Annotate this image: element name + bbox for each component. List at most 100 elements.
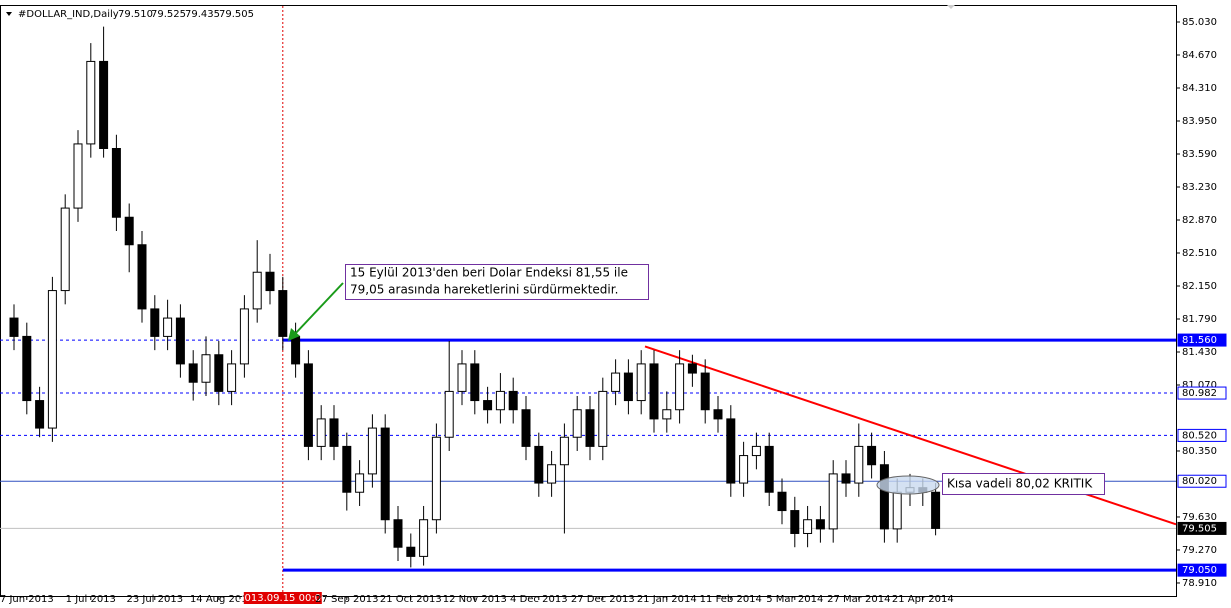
candle-body — [803, 519, 813, 534]
candle-body — [329, 418, 339, 447]
level-label-box — [1177, 428, 1227, 442]
candle-body — [214, 354, 224, 392]
x-tick-label: 21 Jan 2014 — [637, 594, 697, 605]
y-tick-label: 84.310 — [1182, 83, 1217, 94]
level-label-box — [1177, 474, 1227, 488]
candle-body — [188, 363, 198, 383]
y-tick-label: 82.870 — [1182, 215, 1217, 226]
candle-body — [175, 317, 185, 365]
candle-body — [431, 436, 441, 521]
candle-body — [47, 290, 57, 429]
level-label-box — [1177, 333, 1227, 347]
candle-body — [22, 335, 32, 402]
y-tick-label: 79.270 — [1182, 545, 1217, 556]
plot-frame — [0, 5, 1177, 597]
quote-high: 79.525 — [151, 9, 186, 20]
candle-body — [406, 546, 416, 557]
arrow-shaft — [293, 282, 344, 336]
candle-body — [726, 418, 736, 484]
y-tick-label: 82.510 — [1182, 248, 1217, 259]
x-tick-label: 5 Mar 2014 — [766, 594, 823, 605]
candle-body — [623, 372, 633, 402]
candle-body — [35, 400, 45, 429]
candle-body — [227, 363, 237, 392]
candle-body — [751, 445, 761, 457]
level-label-box — [1177, 521, 1227, 535]
candle-body — [9, 317, 19, 337]
y-tick-label: 81.430 — [1182, 347, 1217, 358]
candle-body — [841, 473, 851, 484]
candle-body — [99, 60, 109, 150]
crosshair-label-box — [243, 592, 322, 604]
candle-body — [393, 519, 403, 548]
arrow-head — [288, 328, 300, 341]
x-tick-label: 27 Sep 2013 — [315, 594, 378, 605]
x-tick-label: 23 Jul 2013 — [126, 594, 183, 605]
candle-body — [815, 519, 825, 530]
candle-body — [611, 372, 621, 392]
candle-body — [572, 409, 582, 438]
y-tick-label: 83.230 — [1182, 182, 1217, 193]
candle-body — [790, 510, 800, 534]
candle-body — [316, 418, 326, 447]
candle-body — [150, 308, 160, 337]
candle-body — [495, 390, 505, 411]
candle-body — [303, 363, 313, 447]
candle-body — [854, 445, 864, 484]
candle-body — [764, 445, 774, 493]
candle-body — [713, 409, 723, 420]
candle-body — [649, 363, 659, 420]
quote-low: 79.435 — [185, 9, 220, 20]
x-tick-label: 27 Dec 2013 — [571, 594, 635, 605]
candle-body — [342, 445, 352, 493]
marks — [0, 6, 1177, 597]
candle-body — [662, 409, 672, 420]
x-tick-label: 1 Jul 2013 — [66, 594, 116, 605]
candle-body — [457, 363, 467, 392]
candle-body — [239, 308, 249, 365]
annotation-box — [942, 473, 1105, 495]
quote-close: 79.505 — [219, 9, 254, 20]
candle-body — [636, 363, 646, 402]
quote-open: 79.510 — [118, 9, 153, 20]
candle-body — [291, 335, 301, 365]
annotation-text: 15 Eylül 2013'den beri Dolar Endeksi 81,… — [350, 266, 628, 280]
candle-body — [547, 464, 557, 484]
annotation-text: 79,05 arasında hareketlerini sürdürmekte… — [350, 283, 618, 297]
y-tick-label: 82.150 — [1182, 281, 1217, 292]
candle-body — [867, 445, 877, 466]
candle-body — [739, 455, 749, 484]
crosshair-label: 2013.09.15 00:00 — [238, 593, 327, 604]
y-tick-label: 80.350 — [1182, 446, 1217, 457]
x-tick-label: 7 Jun 2013 — [0, 594, 54, 605]
candle-body — [931, 491, 941, 529]
candle-body — [163, 317, 173, 337]
y-tick-label: 79.630 — [1182, 512, 1217, 523]
level-label: 80.982 — [1182, 388, 1217, 399]
y-tick-label: 78.910 — [1182, 578, 1217, 589]
candle-body — [585, 409, 595, 447]
candle-body — [124, 216, 134, 246]
candle-body — [508, 390, 518, 411]
candle-body — [201, 354, 211, 383]
candle-body — [60, 207, 70, 292]
highlight-ellipse — [876, 475, 940, 495]
candle-body — [111, 148, 121, 218]
candle-body — [777, 491, 787, 512]
x-tick-label: 11 Feb 2014 — [700, 594, 762, 605]
x-tick-label: 21 Apr 2014 — [892, 594, 954, 605]
x-tick-label: 4 Dec 2013 — [510, 594, 568, 605]
y-tick-label: 83.590 — [1182, 149, 1217, 160]
candle-body — [879, 464, 889, 530]
menu-arrow[interactable] — [6, 12, 12, 16]
x-tick-label: 27 Mar 2014 — [827, 594, 890, 605]
candle-body — [444, 390, 454, 438]
candle-body — [828, 473, 838, 530]
x-tick-label: 14 Aug 201 — [190, 594, 248, 605]
symbol: #DOLLAR_IND,Daily — [18, 9, 119, 20]
candle-body — [598, 390, 608, 447]
y-tick-label: 85.030 — [1182, 17, 1217, 28]
candle-body — [355, 473, 365, 493]
